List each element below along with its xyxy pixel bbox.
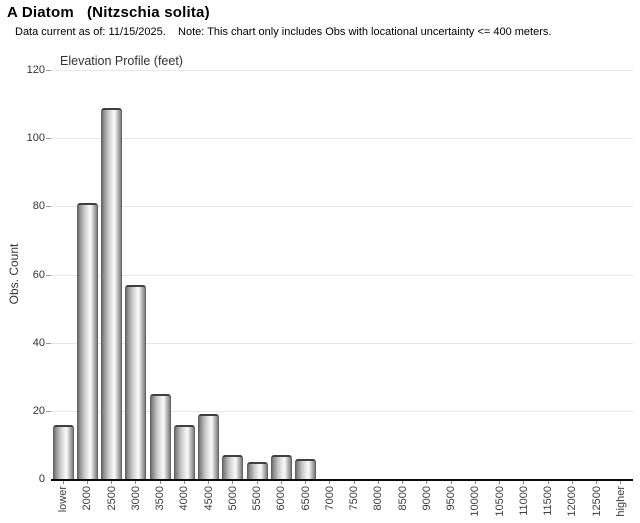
x-tick-label: lower bbox=[57, 486, 70, 513]
gridline bbox=[51, 70, 633, 71]
x-tick-label: 5000 bbox=[226, 486, 239, 511]
x-tick-label: 11500 bbox=[542, 486, 555, 516]
y-tick-mark bbox=[46, 342, 51, 344]
y-tick-label: 40 bbox=[32, 336, 45, 349]
x-tick-label: 7000 bbox=[323, 486, 336, 511]
x-tick-label: 9500 bbox=[445, 486, 458, 511]
x-tick-label: 8000 bbox=[372, 486, 385, 511]
y-tick-label: 100 bbox=[26, 132, 45, 145]
y-tick-mark bbox=[46, 410, 51, 412]
x-tick-mark bbox=[232, 481, 234, 484]
x-tick-mark bbox=[280, 481, 282, 484]
y-tick-mark bbox=[46, 274, 51, 276]
y-tick-label: 80 bbox=[32, 200, 45, 213]
plot-area bbox=[51, 70, 633, 481]
data-current-note: Data current as of: 11/15/2025. Note: Th… bbox=[15, 26, 552, 38]
x-tick-label: higher bbox=[614, 486, 627, 517]
y-tick-label: 20 bbox=[32, 404, 45, 417]
x-tick-mark bbox=[329, 481, 331, 484]
x-tick-label: 4500 bbox=[202, 486, 215, 511]
x-tick-label: 2000 bbox=[81, 486, 94, 511]
x-tick-label: 9000 bbox=[420, 486, 433, 511]
y-tick-label: 120 bbox=[26, 64, 45, 76]
x-tick-mark bbox=[474, 481, 476, 484]
x-tick-label: 4000 bbox=[178, 486, 191, 511]
y-tick-mark bbox=[46, 206, 51, 208]
y-tick-label: 0 bbox=[38, 473, 45, 485]
x-tick-mark bbox=[305, 481, 307, 484]
x-tick-mark bbox=[111, 481, 113, 484]
x-tick-mark bbox=[86, 481, 88, 484]
x-tick-label: 7500 bbox=[348, 486, 361, 511]
bar-4000 bbox=[173, 424, 195, 479]
x-tick-mark bbox=[499, 481, 501, 484]
y-tick-mark bbox=[46, 138, 51, 140]
x-tick-mark bbox=[620, 481, 622, 484]
chart-title: Elevation Profile (feet) bbox=[60, 54, 183, 68]
gridline bbox=[51, 342, 633, 344]
x-tick-mark bbox=[377, 481, 379, 484]
x-tick-mark bbox=[353, 481, 355, 484]
x-tick-label: 8500 bbox=[396, 486, 409, 511]
x-tick-label: 5500 bbox=[251, 486, 264, 511]
gridline bbox=[51, 274, 633, 276]
x-tick-label: 3000 bbox=[129, 486, 142, 511]
bar-3000 bbox=[125, 284, 147, 479]
gridline bbox=[51, 410, 633, 412]
gridline bbox=[51, 206, 633, 208]
x-tick-label: 2500 bbox=[105, 486, 118, 511]
x-tick-label: 3500 bbox=[154, 486, 167, 511]
x-tick-label: 6500 bbox=[299, 486, 312, 511]
x-tick-label: 10500 bbox=[493, 486, 506, 517]
y-tick-mark bbox=[46, 70, 51, 71]
x-tick-mark bbox=[402, 481, 404, 484]
x-tick-label: 10000 bbox=[469, 486, 482, 517]
x-tick-mark bbox=[159, 481, 161, 484]
x-tick-mark bbox=[426, 481, 428, 484]
gridline bbox=[51, 138, 633, 140]
x-tick-mark bbox=[596, 481, 598, 484]
bar-6500 bbox=[295, 458, 317, 479]
page-title: A Diatom (Nitzschia solita) bbox=[7, 4, 210, 21]
x-tick-label: 6000 bbox=[275, 486, 288, 511]
x-tick-mark bbox=[450, 481, 452, 484]
y-tick-label: 60 bbox=[32, 268, 45, 281]
x-tick-label: 12500 bbox=[590, 486, 603, 517]
bar-3500 bbox=[149, 393, 171, 479]
bar-6000 bbox=[270, 455, 292, 479]
x-tick-mark bbox=[547, 481, 549, 484]
x-tick-label: 12000 bbox=[566, 486, 579, 517]
x-tick-mark bbox=[523, 481, 525, 484]
bar-2000 bbox=[76, 202, 98, 479]
bar-5500 bbox=[246, 462, 268, 479]
x-tick-mark bbox=[183, 481, 185, 484]
x-tick-mark bbox=[62, 481, 64, 484]
x-tick-mark bbox=[256, 481, 258, 484]
x-tick-label: 11000 bbox=[517, 486, 530, 516]
x-tick-mark bbox=[208, 481, 210, 484]
bar-2500 bbox=[101, 107, 123, 479]
bar-4500 bbox=[198, 414, 220, 479]
x-tick-mark bbox=[135, 481, 137, 484]
bar-5000 bbox=[222, 455, 244, 479]
bar-lower bbox=[52, 424, 74, 479]
x-tick-mark bbox=[571, 481, 573, 484]
